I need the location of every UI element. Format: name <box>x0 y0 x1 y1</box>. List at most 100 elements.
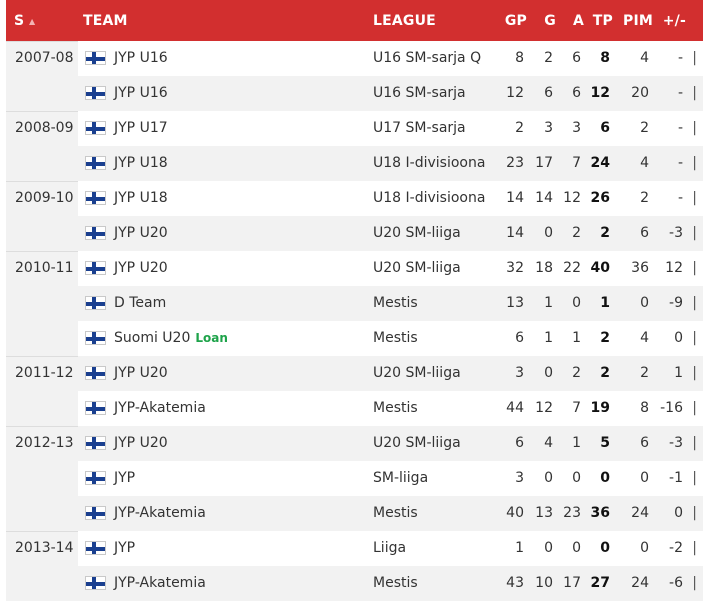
column-gp[interactable]: GP <box>504 13 527 29</box>
team-cell[interactable]: JYP-Akatemia <box>114 400 206 416</box>
tp-value: 6 <box>600 120 610 136</box>
tp-value: 27 <box>590 575 610 591</box>
league-link[interactable]: U16 SM-sarja Q <box>373 50 482 66</box>
column-season[interactable]: S <box>14 13 25 29</box>
team-cell[interactable]: Suomi U20 Loan <box>114 330 228 346</box>
column-plus-minus[interactable]: +/- <box>662 13 686 29</box>
season-label[interactable]: 2007-08 <box>15 50 74 66</box>
table-row: Suomi U20 Loan Mestis 6 1 1 2 4 0 | <box>0 321 703 356</box>
team-cell[interactable]: JYP U16 <box>114 85 168 101</box>
team-link[interactable]: JYP U18 <box>114 190 168 206</box>
pim-value: 6 <box>640 435 649 451</box>
team-cell[interactable]: JYP U20 <box>114 225 168 241</box>
finland-flag-icon <box>85 296 106 310</box>
season-label[interactable]: 2013-14 <box>15 540 74 556</box>
league-link[interactable]: U16 SM-sarja <box>373 85 466 101</box>
season-label[interactable]: 2010-11 <box>15 260 74 276</box>
team-link[interactable]: JYP-Akatemia <box>114 400 206 416</box>
team-link[interactable]: JYP U20 <box>114 435 168 451</box>
league-link[interactable]: U20 SM-liiga <box>373 260 461 276</box>
season-label[interactable]: 2009-10 <box>15 190 74 206</box>
table-row: JYP-Akatemia Mestis 40 13 23 36 24 0 | <box>0 496 703 531</box>
league-link[interactable]: SM-liiga <box>373 470 429 486</box>
row-background <box>78 356 703 391</box>
league-link[interactable]: Mestis <box>373 575 418 591</box>
row-background <box>78 426 703 461</box>
team-cell[interactable]: JYP U17 <box>114 120 168 136</box>
a-value: 2 <box>572 225 581 241</box>
a-value: 0 <box>572 470 581 486</box>
team-cell[interactable]: JYP U20 <box>114 435 168 451</box>
table-row: JYP SM-liiga 3 0 0 0 0 -1 | <box>0 461 703 496</box>
gp-value: 14 <box>506 190 524 206</box>
team-link[interactable]: Suomi U20 <box>114 330 191 346</box>
team-link[interactable]: JYP U16 <box>114 85 168 101</box>
g-value: 12 <box>535 400 553 416</box>
team-link[interactable]: JYP-Akatemia <box>114 575 206 591</box>
team-cell[interactable]: JYP U16 <box>114 50 168 66</box>
table-row: 2013-14 JYP Liiga 1 0 0 0 0 -2 | <box>0 531 703 566</box>
league-link[interactable]: Mestis <box>373 295 418 311</box>
league-link[interactable]: U20 SM-liiga <box>373 225 461 241</box>
table-row: 2011-12 JYP U20 U20 SM-liiga 3 0 2 2 2 1 | <box>0 356 703 391</box>
season-label[interactable]: 2012-13 <box>15 435 74 451</box>
team-cell[interactable]: JYP-Akatemia <box>114 575 206 591</box>
table-row: 2010-11 JYP U20 U20 SM-liiga 32 18 22 40 36 12 | <box>0 251 703 286</box>
pim-value: 36 <box>631 260 649 276</box>
season-cell <box>6 461 78 496</box>
g-value: 17 <box>535 155 553 171</box>
a-value: 2 <box>572 365 581 381</box>
pim-value: 6 <box>640 225 649 241</box>
team-cell[interactable]: JYP U18 <box>114 155 168 171</box>
row-background <box>78 146 703 181</box>
league-link[interactable]: Liiga <box>373 540 407 556</box>
gp-value: 8 <box>515 50 524 66</box>
column-team[interactable]: TEAM <box>83 13 128 29</box>
g-value: 0 <box>544 225 553 241</box>
column-tp[interactable]: TP <box>592 13 613 29</box>
team-cell[interactable]: JYP U18 <box>114 190 168 206</box>
finland-flag-icon <box>85 156 106 170</box>
column-divider: | <box>692 470 697 486</box>
team-cell[interactable]: D Team <box>114 295 166 311</box>
team-link[interactable]: JYP U20 <box>114 365 168 381</box>
league-link[interactable]: U18 I-divisioona <box>373 190 486 206</box>
team-link[interactable]: JYP <box>114 540 136 556</box>
team-link[interactable]: JYP U16 <box>114 50 168 66</box>
league-link[interactable]: Mestis <box>373 400 418 416</box>
plus-minus-value: - <box>677 155 683 171</box>
league-link[interactable]: Mestis <box>373 505 418 521</box>
gp-value: 6 <box>515 330 524 346</box>
sort-asc-icon[interactable]: ▲ <box>29 17 36 26</box>
team-cell[interactable]: JYP <box>114 470 135 486</box>
team-link[interactable]: JYP <box>114 470 136 486</box>
team-cell[interactable]: JYP U20 <box>114 260 168 276</box>
column-g[interactable]: G <box>544 13 556 29</box>
table-row: 2008-09 JYP U17 U17 SM-sarja 2 3 3 6 2 - | <box>0 111 703 146</box>
column-a[interactable]: A <box>572 13 584 29</box>
column-league[interactable]: LEAGUE <box>373 13 436 29</box>
table-row: 2009-10 JYP U18 U18 I-divisioona 14 14 12 26 2 -… <box>0 181 703 216</box>
league-link[interactable]: U18 I-divisioona <box>373 155 486 171</box>
team-cell[interactable]: JYP-Akatemia <box>114 505 206 521</box>
league-link[interactable]: U20 SM-liiga <box>373 435 461 451</box>
column-divider: | <box>692 505 697 521</box>
league-link[interactable]: U20 SM-liiga <box>373 365 461 381</box>
season-label[interactable]: 2011-12 <box>15 365 74 381</box>
finland-flag-icon <box>85 471 106 485</box>
column-pim[interactable]: PIM <box>622 13 653 29</box>
team-link[interactable]: JYP U17 <box>114 120 168 136</box>
season-label[interactable]: 2008-09 <box>15 120 74 136</box>
league-link[interactable]: Mestis <box>373 330 418 346</box>
team-link[interactable]: D Team <box>114 295 167 311</box>
team-link[interactable]: JYP U20 <box>114 260 168 276</box>
season-cell <box>6 146 78 181</box>
team-cell[interactable]: JYP <box>114 540 135 556</box>
a-value: 7 <box>572 155 581 171</box>
team-cell[interactable]: JYP U20 <box>114 365 168 381</box>
team-link[interactable]: JYP U18 <box>114 155 168 171</box>
team-link[interactable]: JYP U20 <box>114 225 168 241</box>
team-link[interactable]: JYP-Akatemia <box>114 505 206 521</box>
gp-value: 40 <box>506 505 524 521</box>
league-link[interactable]: U17 SM-sarja <box>373 120 466 136</box>
